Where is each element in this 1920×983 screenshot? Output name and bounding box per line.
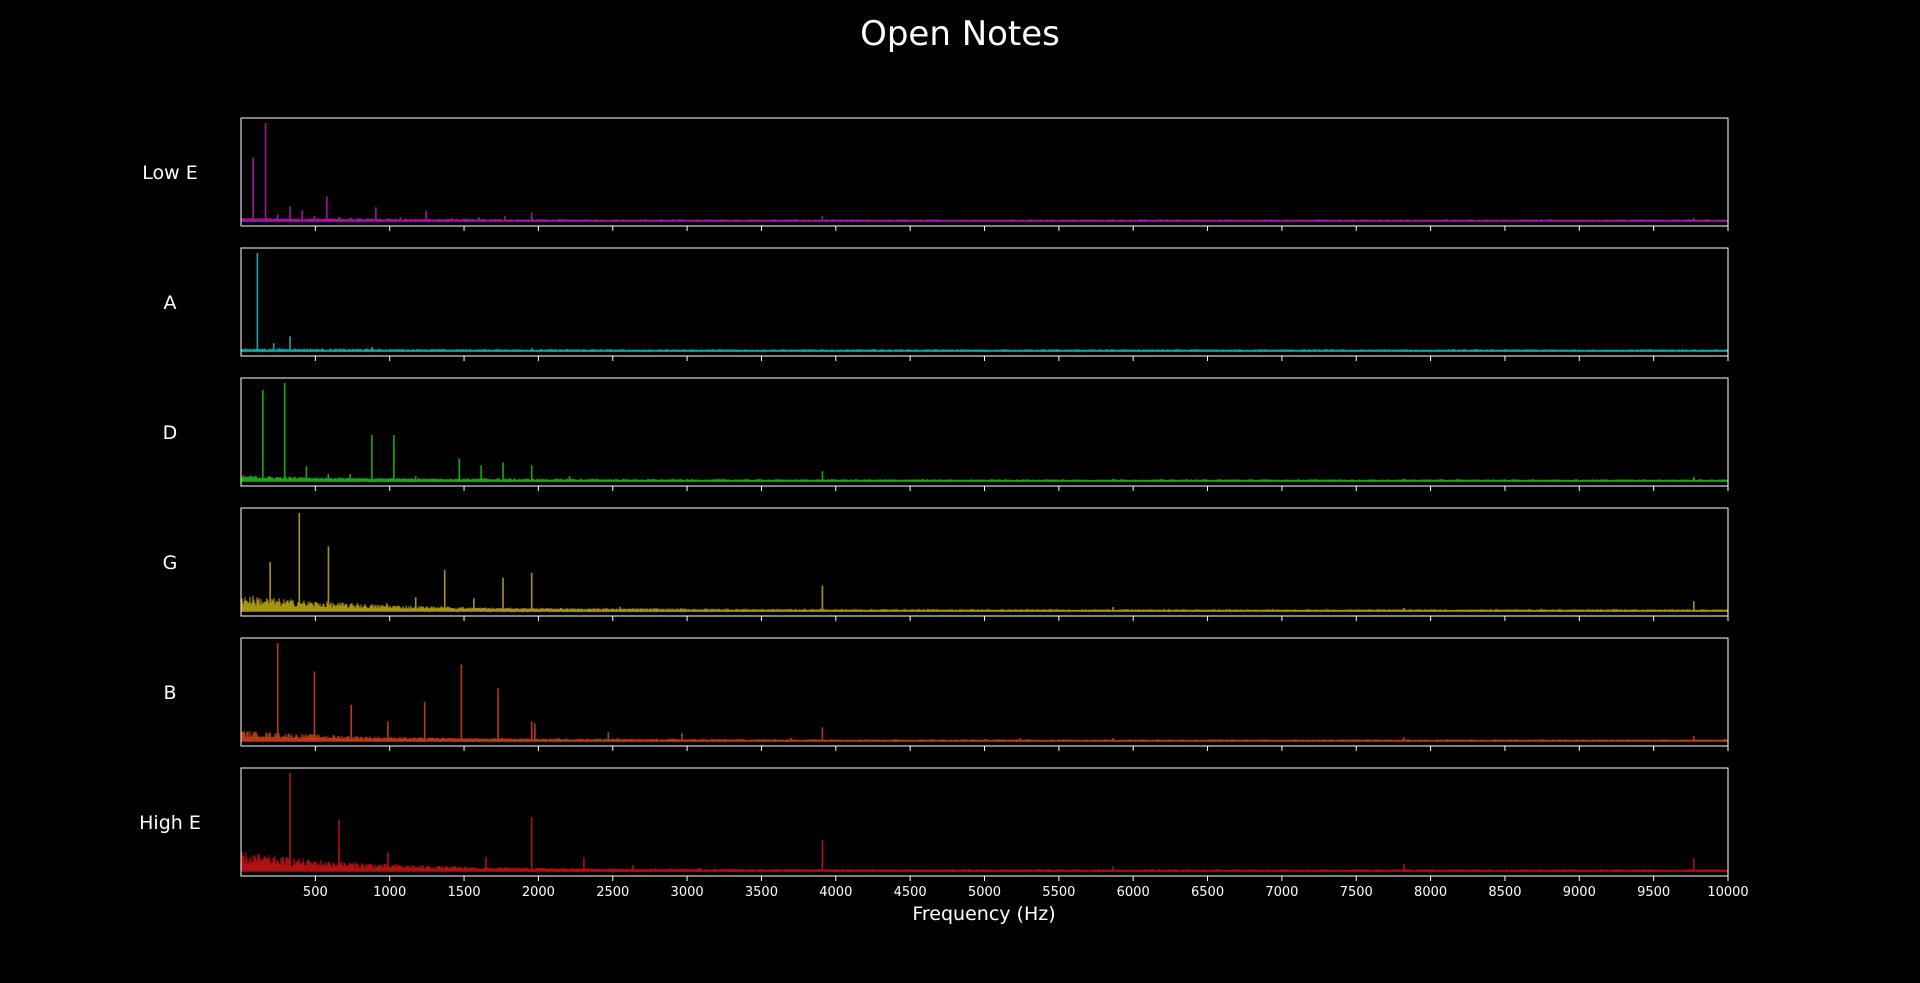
x-tick-label: 3500 <box>745 885 778 900</box>
x-tick-label: 2000 <box>522 885 555 900</box>
x-tick-label: 3000 <box>671 885 704 900</box>
series-label: A <box>164 292 177 314</box>
series-label: G <box>163 552 178 574</box>
x-tick-label: 4500 <box>894 885 927 900</box>
panel-high-e: High E <box>139 767 1729 881</box>
x-tick-label: 4000 <box>819 885 852 900</box>
x-tick-label: 9500 <box>1637 885 1670 900</box>
x-tick-label: 7500 <box>1340 885 1373 900</box>
x-tick-label: 1000 <box>373 885 406 900</box>
panels: Low E A D G B High E <box>139 117 1729 881</box>
x-tick-label: 8500 <box>1488 885 1521 900</box>
x-tick-label: 8000 <box>1414 885 1447 900</box>
panel-a: A <box>164 247 1729 361</box>
series-label: Low E <box>142 162 197 184</box>
x-tick-label: 500 <box>303 885 328 900</box>
x-axis: 500 1000 1500 2000 2500 3000 3500 4000 4500 5000 5… <box>303 885 1749 900</box>
chart-title: Open Notes <box>860 14 1060 54</box>
x-tick-label: 1500 <box>448 885 481 900</box>
x-tick-label: 6500 <box>1191 885 1224 900</box>
x-tick-label: 5500 <box>1042 885 1075 900</box>
panel-low-e: Low E <box>142 117 1729 231</box>
x-tick-label: 6000 <box>1117 885 1150 900</box>
x-tick-label: 10000 <box>1707 885 1748 900</box>
x-tick-label: 7000 <box>1265 885 1298 900</box>
series-label: B <box>163 682 176 704</box>
x-tick-label: 2500 <box>596 885 629 900</box>
panel-b: B <box>163 637 1729 751</box>
panel-d: D <box>163 377 1729 491</box>
series-label: D <box>163 422 178 444</box>
series-label: High E <box>139 812 201 834</box>
x-axis-label: Frequency (Hz) <box>912 903 1055 925</box>
x-tick-label: 9000 <box>1563 885 1596 900</box>
x-tick-label: 5000 <box>968 885 1001 900</box>
panel-g: G <box>163 507 1729 621</box>
